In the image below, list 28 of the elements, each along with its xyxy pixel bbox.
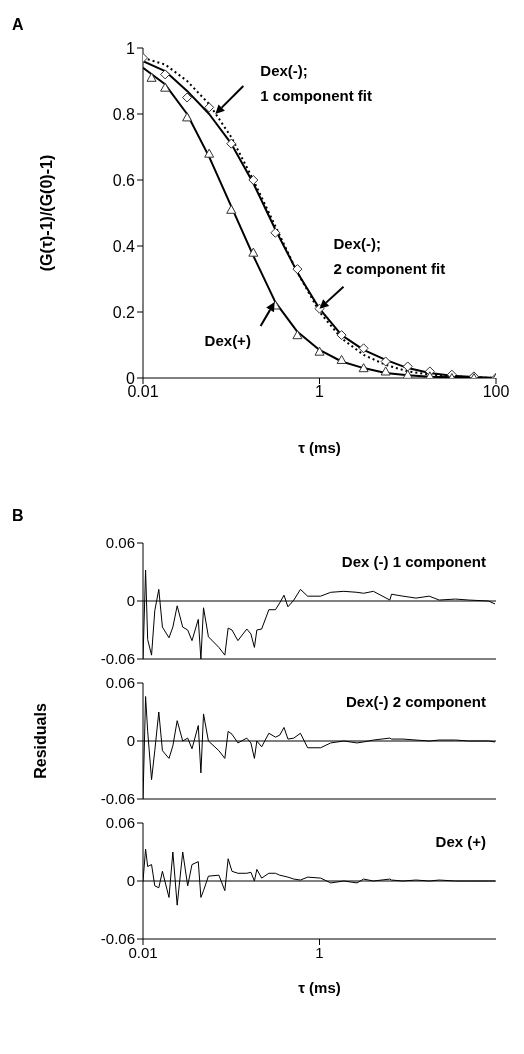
y-axis-title: Residuals: [31, 703, 49, 779]
y-tick-label: 0.06: [105, 534, 135, 552]
y-tick-label: 0.06: [105, 674, 135, 692]
x-axis-title: τ (ms): [298, 979, 341, 996]
chart-title: A: [12, 16, 24, 33]
annotation: Dex (-) 1 component: [341, 553, 486, 570]
y-tick-label: 0: [126, 872, 135, 890]
y-tick-label: -0.06: [100, 790, 135, 808]
y-tick-label: 0.06: [105, 814, 135, 832]
annotation: Dex(+): [204, 332, 251, 350]
annotation: Dex(-) 2 component: [345, 693, 486, 710]
y-tick-label: -0.06: [100, 650, 135, 668]
y-axis-title: (G(τ)-1)/(G(0)-1): [37, 154, 55, 272]
y-tick-label: 0.8: [112, 105, 136, 123]
y-tick-label: 0.6: [112, 171, 136, 189]
annotation: Dex(-); 1 component fit: [260, 62, 372, 104]
y-tick-label: 0: [126, 732, 135, 750]
x-tick-label: 1: [315, 383, 325, 401]
x-tick-label: 0.01: [127, 383, 159, 401]
y-tick-label: 0.4: [112, 237, 136, 255]
x-tick-label: 100: [482, 383, 510, 401]
x-axis-title: τ (ms): [298, 439, 341, 456]
chart-title: B: [12, 507, 24, 524]
annotation: Dex (+): [435, 833, 486, 850]
y-tick-label: 0.2: [112, 303, 136, 321]
annotation: Dex(-); 2 component fit: [333, 234, 446, 277]
y-tick-label: 1: [126, 39, 136, 57]
y-tick-label: 0: [126, 592, 135, 610]
